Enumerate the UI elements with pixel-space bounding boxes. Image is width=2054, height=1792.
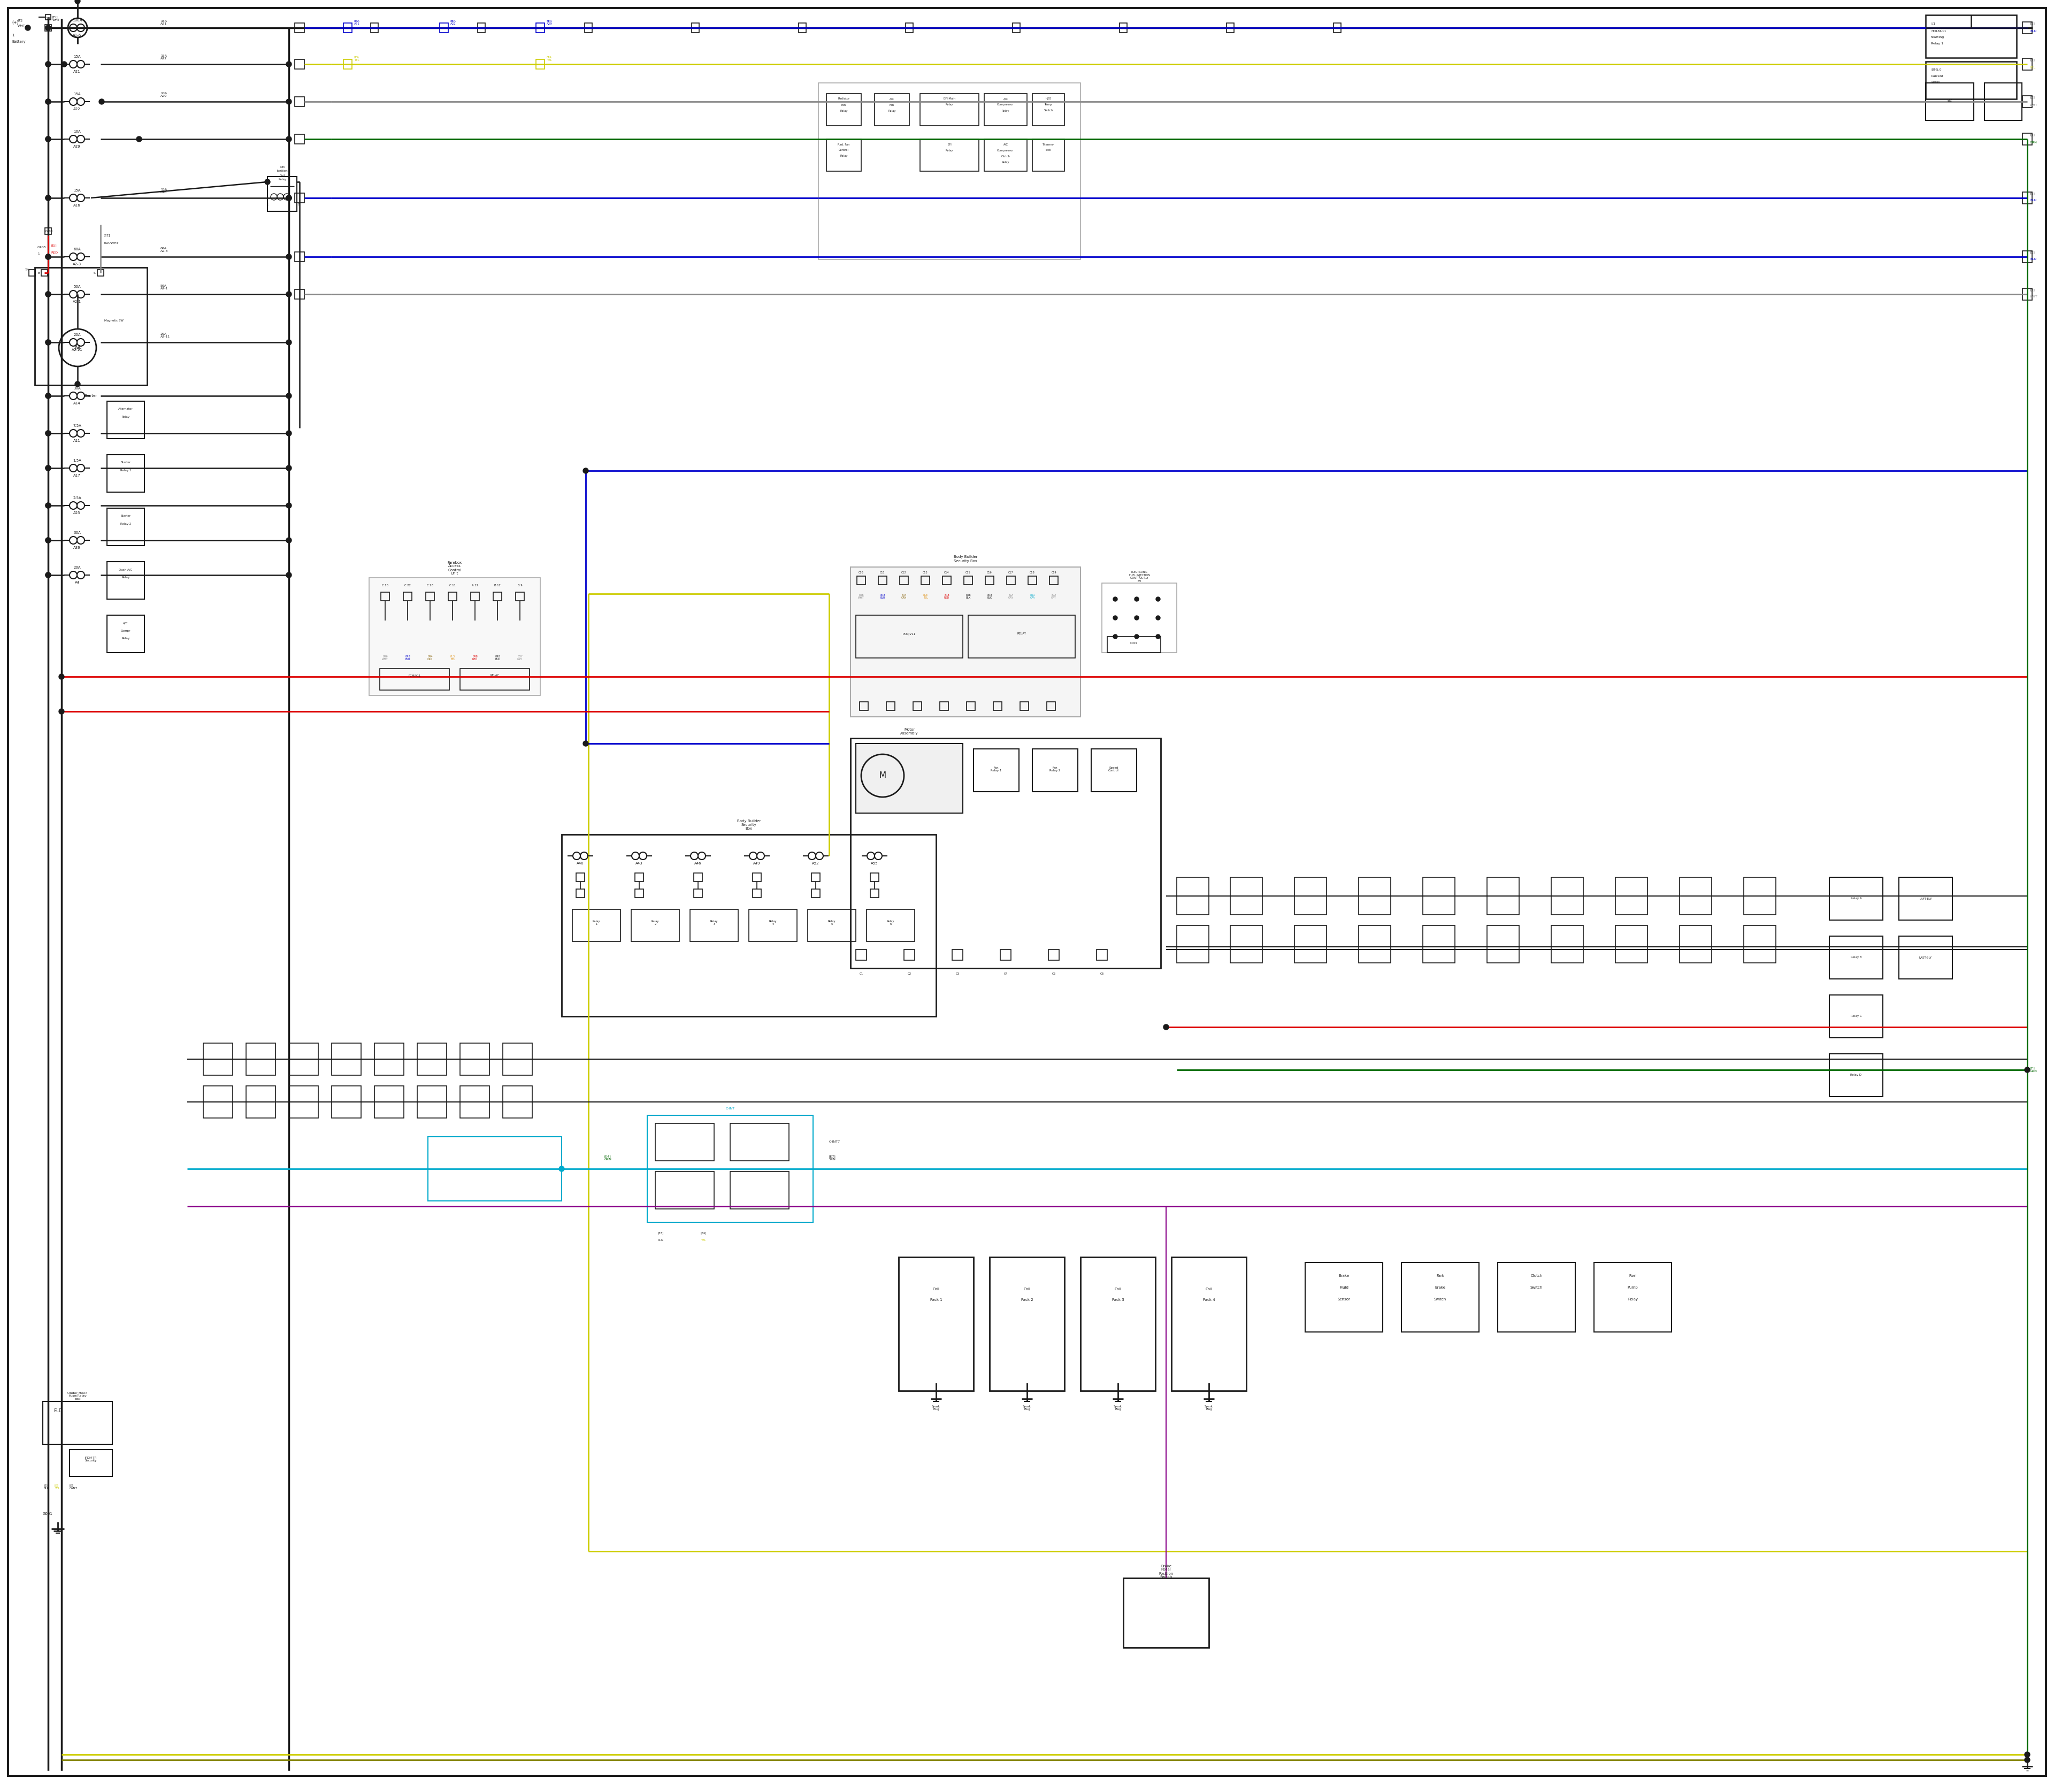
Bar [914,702,922,710]
Circle shape [286,136,292,142]
Bar [826,140,861,172]
Bar [1101,582,1177,652]
Text: 8R8
BLU: 8R8 BLU [405,656,411,661]
Bar [45,25,51,30]
Bar [440,23,448,32]
Text: 7.5A: 7.5A [72,425,82,428]
Text: 8R8
BLK: 8R8 BLK [988,593,992,599]
Bar [811,873,820,882]
Bar [470,591,479,600]
Text: A/C: A/C [123,622,127,625]
Bar [1080,1256,1154,1391]
Circle shape [45,136,51,142]
Text: Relay: Relay [279,177,286,181]
Bar [417,1043,446,1075]
Text: Control: Control [838,149,848,152]
Text: A1-6: A1-6 [72,34,82,38]
Bar [561,835,937,1016]
Text: Fluid: Fluid [1339,1287,1347,1288]
Bar [1226,23,1234,32]
Bar [1551,878,1584,914]
Bar [943,575,951,584]
Circle shape [2025,1758,2029,1763]
Bar [1033,140,1064,172]
Text: LAST-BLY: LAST-BLY [1918,957,1933,959]
Bar [690,909,737,941]
Bar [107,401,144,439]
Text: CLG: CLG [657,1238,663,1242]
Bar [1830,878,1884,919]
Bar [575,873,585,882]
Circle shape [1113,634,1117,638]
Text: Pack 4: Pack 4 [1204,1297,1214,1301]
Circle shape [2025,1068,2029,1073]
Text: PCM/V11: PCM/V11 [904,633,916,634]
Bar [807,909,857,941]
Text: Relay: Relay [887,109,896,113]
Text: 60A: 60A [74,247,80,251]
Bar [920,575,930,584]
Text: Relay 1: Relay 1 [1931,43,1943,45]
Text: C12: C12 [902,572,906,573]
Bar [516,591,524,600]
Text: Pack 3: Pack 3 [1111,1297,1124,1301]
Bar [1124,1579,1210,1647]
Bar [294,194,304,202]
Text: Relay D: Relay D [1851,1073,1861,1077]
Bar [1294,925,1327,962]
Text: [E]
GRN: [E] GRN [2029,1066,2038,1073]
Text: A2-11: A2-11 [72,348,82,351]
Bar [857,744,963,814]
Bar [990,1256,1064,1391]
Text: Farebox
Access
Control
Unit: Farebox Access Control Unit [448,561,462,575]
Text: 8L3
TEL: 8L3 TEL [450,656,454,661]
Text: 8EA
A29: 8EA A29 [546,20,553,25]
Text: Relay A: Relay A [1851,898,1861,900]
Bar [460,668,530,690]
Text: C408: C408 [37,246,45,249]
Bar [374,1043,405,1075]
Bar [811,889,820,898]
Circle shape [1156,597,1161,602]
Bar [631,909,680,941]
Bar [2023,251,2031,263]
Circle shape [286,195,292,201]
Bar [43,1401,113,1444]
Text: WHT: WHT [2029,104,2038,106]
Text: Relay B: Relay B [1851,957,1861,959]
Text: C2: C2 [908,973,912,975]
Bar [1048,702,1056,710]
Text: C-INT: C-INT [725,1107,735,1111]
Circle shape [1113,616,1117,620]
Text: Motor
Assembly: Motor Assembly [900,728,918,735]
Text: Current: Current [1931,75,1943,77]
Circle shape [265,179,271,185]
Bar [2023,22,2031,34]
Circle shape [45,292,51,297]
Text: 60A
A2-3: 60A A2-3 [160,247,168,253]
Text: A/C: A/C [1002,97,1009,100]
Bar [692,23,698,32]
Text: A55: A55 [871,862,879,866]
Bar [635,889,643,898]
Text: [E4]
GRN: [E4] GRN [604,1156,612,1161]
Bar [1927,61,2017,99]
Bar [1423,878,1454,914]
Text: Clutch: Clutch [1530,1274,1543,1278]
Bar [859,702,869,710]
Bar [1029,575,1037,584]
Text: A52: A52 [811,862,820,866]
Text: A4: A4 [74,581,80,584]
Bar [1984,82,2021,120]
Text: 30A: 30A [74,387,80,391]
Bar [857,950,867,961]
Bar [963,575,972,584]
Bar [967,615,1074,658]
Text: C16: C16 [988,572,992,573]
Text: A25: A25 [74,511,80,514]
Bar [1006,575,1015,584]
Bar [1021,702,1029,710]
Text: Magnetic SW: Magnetic SW [105,319,123,323]
Bar [871,873,879,882]
Text: [EI]
WHT: [EI] WHT [53,16,60,22]
